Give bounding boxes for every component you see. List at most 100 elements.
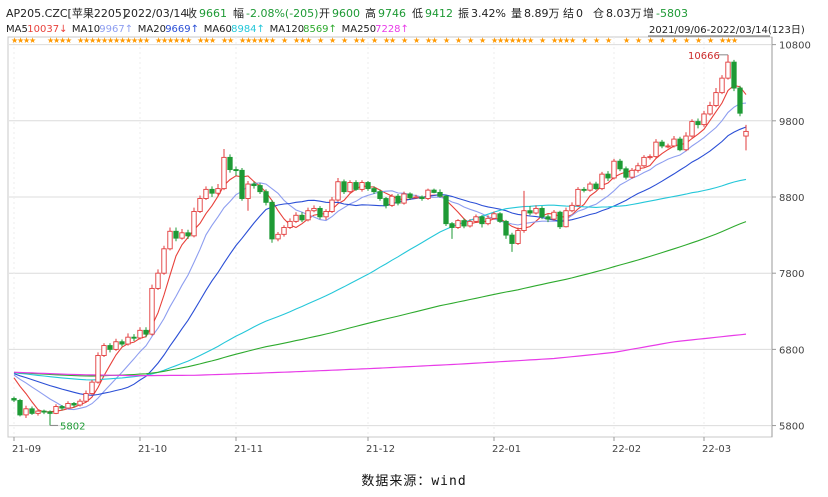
ma-line-ma250	[13, 333, 747, 377]
candle-up	[725, 61, 731, 79]
candle-down	[365, 182, 371, 190]
y-axis: 5800 6800 7800 8800 9800 10800	[772, 41, 811, 433]
event-star: ★	[131, 36, 138, 45]
bar-date: 2022/03/14	[124, 7, 187, 20]
event-star: ★	[503, 36, 510, 45]
candle-down	[239, 169, 245, 199]
event-star: ★	[551, 36, 558, 45]
candle-up	[161, 248, 167, 274]
candle-up	[647, 156, 653, 159]
open-value: 9600	[332, 7, 360, 20]
moving-average-lines	[13, 84, 747, 413]
ma-legend-name: MA120	[270, 24, 305, 35]
candle-down	[407, 193, 413, 199]
y-tick-label: 8800	[779, 193, 804, 204]
x-axis: 21-09 21-10 21-11 21-12 22-01 22-02 22-03	[12, 437, 731, 455]
ma-line-ma20	[13, 126, 747, 396]
ma-legend-value: 9669↑	[165, 24, 199, 35]
candle-up	[245, 183, 251, 199]
candle-up	[413, 196, 419, 199]
high-value: 9746	[378, 7, 406, 20]
event-star: ★	[527, 36, 534, 45]
event-star: ★	[557, 36, 564, 45]
candle-up	[65, 403, 71, 409]
candle-up	[521, 210, 527, 231]
ma-legend-value: 9967↑	[99, 24, 133, 35]
info-bar: AP205.CZC[苹果2205] 2022/03/14 收 9661 幅 -2…	[6, 6, 688, 20]
event-markers: ★★★★ ★★★★ ★★★★★★★★★★★★ ★★★★★★ ★★★ ★★ ★★★★★★ ★ ★★…	[11, 36, 738, 45]
ma-legend-name: MA20	[138, 24, 166, 35]
event-star: ★	[341, 36, 348, 45]
x-tick-label: 22-02	[612, 444, 641, 455]
candle-up	[215, 188, 221, 194]
event-star: ★	[197, 36, 204, 45]
change-value: -2.08%(-205)	[246, 7, 318, 20]
candle-up	[665, 145, 671, 148]
event-star: ★	[125, 36, 132, 45]
high-label: 高	[365, 6, 376, 20]
candle-up	[575, 188, 581, 206]
event-star: ★	[695, 36, 702, 45]
event-star: ★	[29, 36, 36, 45]
candle-down	[593, 183, 599, 190]
candle-down	[143, 329, 149, 335]
date-range-label: 2021/09/06-2022/03/14(123日)	[649, 25, 805, 36]
candle-down	[383, 198, 389, 206]
candle-down	[173, 230, 179, 239]
candle-up	[335, 181, 341, 201]
ma-legend-value: 7228↑	[375, 24, 409, 35]
candle-up	[113, 341, 119, 350]
candle-up	[629, 169, 635, 178]
y-tick-label: 10800	[779, 41, 811, 52]
event-star: ★	[155, 36, 162, 45]
candle-up	[455, 220, 461, 228]
event-star: ★	[257, 36, 264, 45]
candle-up	[167, 230, 173, 250]
low-label: 低	[412, 7, 423, 20]
event-star: ★	[605, 36, 612, 45]
event-star: ★	[539, 36, 546, 45]
source-caption: 数据来源：wind	[361, 474, 467, 489]
y-tick-label: 6800	[779, 345, 804, 356]
event-star: ★	[107, 36, 114, 45]
event-star: ★	[17, 36, 24, 45]
event-star: ★	[293, 36, 300, 45]
event-star: ★	[635, 36, 642, 45]
event-star: ★	[95, 36, 102, 45]
candle-up	[701, 113, 707, 126]
event-star: ★	[491, 36, 498, 45]
plot-frame	[7, 36, 773, 438]
ma-line-ma5	[13, 84, 747, 413]
candle-up	[491, 213, 497, 219]
candle-down	[29, 408, 35, 414]
event-star: ★	[161, 36, 168, 45]
extreme-annotations: 10666 5802	[50, 51, 728, 432]
ma-legend-value: 10037↓	[27, 24, 67, 35]
oi-label: 仓	[593, 6, 604, 20]
candle-up	[23, 408, 29, 416]
candle-up	[95, 355, 101, 383]
event-star: ★	[413, 36, 420, 45]
event-star: ★	[11, 36, 18, 45]
oi-change-value: -5803	[656, 7, 688, 20]
candle-down	[545, 216, 551, 220]
x-tick-label: 21-09	[12, 444, 41, 455]
candle-down	[233, 169, 239, 172]
event-star: ★	[509, 36, 516, 45]
event-star: ★	[563, 36, 570, 45]
event-star: ★	[101, 36, 108, 45]
ma-legend-name: MA60	[204, 24, 232, 35]
event-star: ★	[53, 36, 60, 45]
event-star: ★	[521, 36, 528, 45]
candle-up	[533, 207, 539, 214]
event-star: ★	[299, 36, 306, 45]
event-star: ★	[443, 36, 450, 45]
candle-up	[707, 105, 713, 115]
candle-up	[125, 336, 131, 345]
event-star: ★	[659, 36, 666, 45]
candle-down	[119, 341, 125, 345]
candle-down	[269, 201, 275, 240]
event-star: ★	[221, 36, 228, 45]
ma-line-ma120	[13, 221, 747, 377]
ma-legend-name: MA10	[72, 24, 100, 35]
